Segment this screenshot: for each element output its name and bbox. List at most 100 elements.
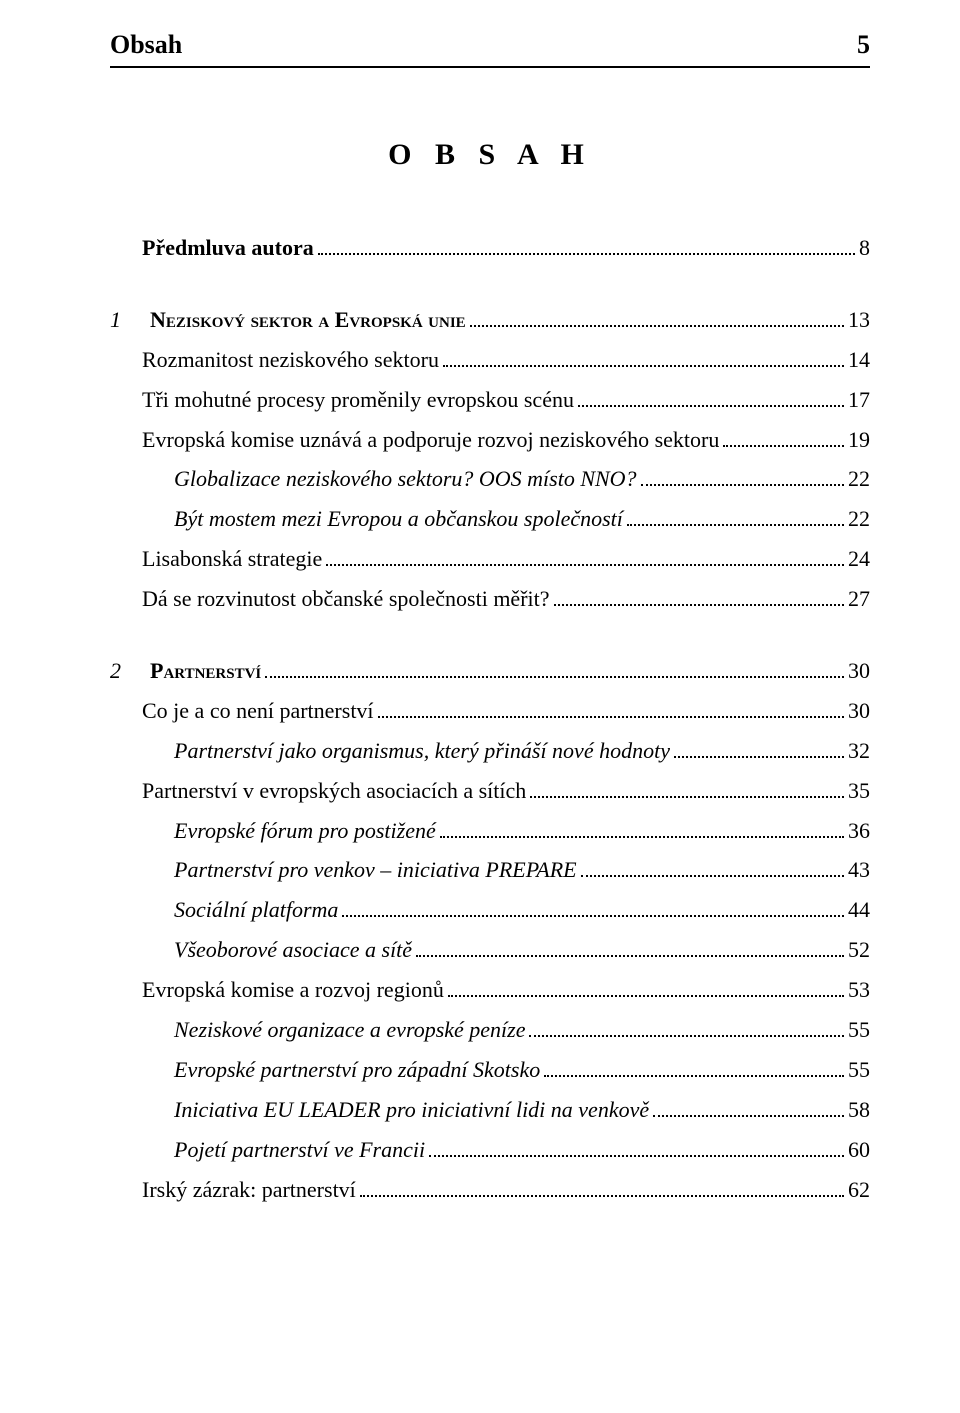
toc-page: 58 — [848, 1094, 870, 1126]
toc-page: 19 — [848, 424, 870, 456]
toc-page: 52 — [848, 934, 870, 966]
running-head: Obsah 5 — [110, 30, 870, 68]
toc-row: 1 Neziskový sektor a Evropská unie 13 — [110, 304, 870, 336]
toc-number: 2 — [110, 655, 130, 687]
toc-row: Pojetí partnerství ve Francii 60 — [110, 1134, 870, 1166]
table-of-contents: Předmluva autora 8 1 Neziskový sektor a Evr… — [110, 232, 870, 1205]
toc-number: 1 — [110, 304, 130, 336]
toc-page: 27 — [848, 583, 870, 615]
toc-page: 22 — [848, 503, 870, 535]
toc-page: 8 — [859, 232, 870, 264]
toc-leader-dots — [440, 836, 844, 838]
toc-label: Partnerství jako organismus, který přiná… — [174, 735, 670, 767]
toc-label: Evropské fórum pro postižené — [174, 815, 436, 847]
toc-label: Všeoborové asociace a sítě — [174, 934, 412, 966]
toc-label: Předmluva autora — [142, 232, 314, 264]
toc-leader-dots — [318, 253, 855, 255]
page-title: O B S A H — [110, 138, 870, 172]
toc-row: Partnerství v evropských asociacích a sí… — [110, 775, 870, 807]
toc-page: 35 — [848, 775, 870, 807]
toc-label: Lisabonská strategie — [142, 543, 322, 575]
toc-page: 62 — [848, 1174, 870, 1206]
toc-leader-dots — [378, 716, 844, 718]
page: Obsah 5 O B S A H Předmluva autora 8 1 Nezi… — [0, 0, 960, 1413]
toc-label: Evropské partnerství pro západní Skotsko — [174, 1054, 540, 1086]
toc-page: 36 — [848, 815, 870, 847]
toc-row: Být mostem mezi Evropou a občanskou spol… — [110, 503, 870, 535]
toc-label: Dá se rozvinutost občanské společnosti m… — [142, 583, 550, 615]
toc-page: 55 — [848, 1014, 870, 1046]
toc-row: Předmluva autora 8 — [110, 232, 870, 264]
toc-row: Dá se rozvinutost občanské společnosti m… — [110, 583, 870, 615]
toc-row: Iniciativa EU LEADER pro iniciativní lid… — [110, 1094, 870, 1126]
toc-leader-dots — [674, 756, 844, 758]
toc-leader-dots — [530, 796, 844, 798]
toc-leader-dots — [470, 325, 844, 327]
toc-leader-dots — [265, 676, 844, 678]
toc-leader-dots — [529, 1035, 844, 1037]
toc-page: 13 — [848, 304, 870, 336]
toc-row: Neziskové organizace a evropské peníze 55 — [110, 1014, 870, 1046]
toc-label: Co je a co není partnerství — [142, 695, 374, 727]
toc-label: Tři mohutné procesy proměnily evropskou … — [142, 384, 574, 416]
toc-row: Globalizace neziskového sektoru? OOS mís… — [110, 463, 870, 495]
toc-row: Partnerství jako organismus, který přiná… — [110, 735, 870, 767]
toc-row: Tři mohutné procesy proměnily evropskou … — [110, 384, 870, 416]
toc-label: Sociální platforma — [174, 894, 338, 926]
toc-leader-dots — [723, 445, 844, 447]
toc-leader-dots — [448, 995, 844, 997]
toc-leader-dots — [360, 1195, 844, 1197]
toc-page: 24 — [848, 543, 870, 575]
toc-label: Globalizace neziskového sektoru? OOS mís… — [174, 463, 637, 495]
toc-label: Partnerství v evropských asociacích a sí… — [142, 775, 526, 807]
running-title: Obsah — [110, 30, 182, 60]
toc-page: 44 — [848, 894, 870, 926]
toc-page: 32 — [848, 735, 870, 767]
toc-leader-dots — [641, 484, 844, 486]
toc-label: Neziskové organizace a evropské peníze — [174, 1014, 525, 1046]
toc-row: Partnerství pro venkov – iniciativa PREP… — [110, 854, 870, 886]
toc-label: Iniciativa EU LEADER pro iniciativní lid… — [174, 1094, 649, 1126]
toc-label: Partnerství — [150, 655, 261, 687]
toc-label: Pojetí partnerství ve Francii — [174, 1134, 425, 1166]
toc-row: Rozmanitost neziskového sektoru 14 — [110, 344, 870, 376]
toc-leader-dots — [578, 405, 844, 407]
toc-row: 2 Partnerství 30 — [110, 655, 870, 687]
toc-row: Všeoborové asociace a sítě 52 — [110, 934, 870, 966]
toc-page: 53 — [848, 974, 870, 1006]
toc-label: Irský zázrak: partnerství — [142, 1174, 356, 1206]
toc-leader-dots — [653, 1115, 844, 1117]
toc-page: 30 — [848, 695, 870, 727]
toc-page: 55 — [848, 1054, 870, 1086]
toc-row: Evropská komise uznává a podporuje rozvo… — [110, 424, 870, 456]
toc-leader-dots — [429, 1155, 844, 1157]
toc-leader-dots — [326, 564, 844, 566]
toc-label: Neziskový sektor a Evropská unie — [150, 304, 466, 336]
toc-leader-dots — [627, 524, 844, 526]
toc-row: Evropské fórum pro postižené 36 — [110, 815, 870, 847]
toc-page: 22 — [848, 463, 870, 495]
toc-leader-dots — [554, 604, 844, 606]
toc-leader-dots — [342, 915, 844, 917]
toc-row: Irský zázrak: partnerství 62 — [110, 1174, 870, 1206]
toc-row: Lisabonská strategie 24 — [110, 543, 870, 575]
toc-label: Být mostem mezi Evropou a občanskou spol… — [174, 503, 623, 535]
toc-leader-dots — [416, 955, 844, 957]
toc-row: Evropská komise a rozvoj regionů 53 — [110, 974, 870, 1006]
toc-page: 17 — [848, 384, 870, 416]
running-page-number: 5 — [857, 30, 870, 60]
toc-leader-dots — [581, 875, 844, 877]
toc-label: Evropská komise uznává a podporuje rozvo… — [142, 424, 719, 456]
toc-row: Co je a co není partnerství 30 — [110, 695, 870, 727]
toc-label: Rozmanitost neziskového sektoru — [142, 344, 439, 376]
toc-page: 43 — [848, 854, 870, 886]
toc-row: Evropské partnerství pro západní Skotsko… — [110, 1054, 870, 1086]
toc-leader-dots — [443, 365, 844, 367]
toc-label: Evropská komise a rozvoj regionů — [142, 974, 444, 1006]
toc-page: 14 — [848, 344, 870, 376]
toc-page: 60 — [848, 1134, 870, 1166]
toc-label: Partnerství pro venkov – iniciativa PREP… — [174, 854, 577, 886]
toc-row: Sociální platforma 44 — [110, 894, 870, 926]
toc-leader-dots — [544, 1075, 844, 1077]
toc-page: 30 — [848, 655, 870, 687]
